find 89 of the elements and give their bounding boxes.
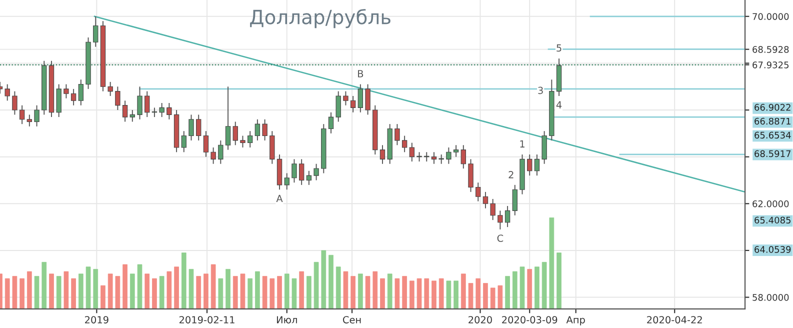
candlestick (336, 90, 341, 122)
annotation: C (497, 234, 504, 242)
candlestick (306, 170, 312, 186)
annotation: 2 (508, 171, 514, 178)
candlestick (12, 90, 18, 116)
candlestick (328, 112, 334, 134)
text: 68.5917 (754, 150, 791, 158)
candlestick (365, 84, 370, 116)
candlestick (284, 172, 290, 190)
candlestick (542, 130, 547, 164)
candlestick (409, 142, 415, 162)
candlestick (130, 110, 135, 122)
candlestick (159, 102, 164, 118)
candlestick (196, 114, 202, 141)
candlestick (232, 121, 238, 146)
candlestick (504, 206, 510, 228)
candlestick (512, 184, 518, 216)
x-tick-label: 2020-04-22 (647, 316, 702, 324)
chart-title: Доллар/рубль (250, 8, 390, 28)
annotation: 5 (556, 44, 562, 52)
candlestick (270, 130, 275, 164)
x-tick-label: Сен (343, 316, 361, 324)
annotation: 4 (556, 101, 562, 108)
text: 65.4085 (754, 216, 791, 224)
candlestick (122, 100, 128, 122)
candlestick (453, 144, 459, 158)
candlestick (34, 104, 40, 127)
annotation: 3 (538, 86, 543, 94)
candlestick (166, 102, 172, 120)
candlestick (210, 146, 216, 164)
candlestick (446, 146, 452, 164)
candlestick (144, 90, 150, 118)
candlestick (115, 86, 120, 110)
candlestick (225, 86, 231, 150)
candlestick (343, 90, 348, 106)
candlestick (350, 95, 356, 113)
y-tick-label: 67.9325 (752, 62, 789, 68)
candlestick (108, 81, 113, 96)
candlestick (218, 140, 224, 164)
candlestick (26, 114, 32, 127)
candlestick (19, 104, 25, 125)
x-tick-label: Апр (566, 316, 585, 326)
y-tick-label: 70.0000 (752, 13, 789, 20)
x-tick-label: 2020-03-09 (502, 316, 558, 324)
candlestick (64, 84, 69, 99)
candlestick (262, 118, 268, 141)
candlestick (248, 130, 253, 148)
candlestick (298, 158, 304, 186)
candlestick (181, 130, 186, 153)
candlestick (498, 210, 503, 230)
candlestick (358, 84, 364, 113)
candlestick (468, 158, 474, 192)
candlestick (240, 135, 246, 148)
text: 64.0539 (754, 246, 791, 253)
candlestick (402, 135, 408, 153)
y-tick-label: 68.5928 (752, 46, 789, 53)
annotation: 1 (520, 140, 524, 148)
candlestick (431, 152, 437, 164)
text: 66.8871 (754, 118, 790, 125)
y-tick-label: 58.0000 (752, 294, 789, 301)
candlestick (254, 118, 260, 141)
x-tick-label: 2019-02-11 (179, 316, 234, 324)
candlestick (490, 198, 496, 221)
candlestick (70, 88, 76, 106)
x-tick-label: 2019 (85, 316, 108, 324)
candlestick (78, 79, 84, 106)
candlestick (380, 144, 386, 164)
x-tick-label: 2020 (468, 316, 492, 324)
candlestick (482, 191, 488, 209)
candlestick (93, 16, 98, 48)
y-tick-label: 62.0000 (752, 200, 789, 208)
candlestick (292, 158, 297, 184)
candlestick (438, 154, 444, 164)
candlestick (527, 154, 532, 176)
text: 66.9022 (754, 104, 790, 111)
text: 65.6534 (754, 132, 791, 139)
candlestick (188, 114, 194, 141)
annotation: B (358, 70, 364, 78)
candlestick (203, 130, 209, 158)
candlestick (56, 84, 62, 118)
candlestick (137, 86, 142, 120)
candlestick (476, 182, 481, 202)
candlestick (4, 84, 10, 102)
annotation: A (276, 194, 283, 202)
candlestick (314, 163, 319, 181)
candlestick (460, 144, 466, 170)
candlestick (534, 154, 540, 176)
candlestick (394, 124, 400, 146)
x-tick-label: Июл (276, 316, 297, 324)
